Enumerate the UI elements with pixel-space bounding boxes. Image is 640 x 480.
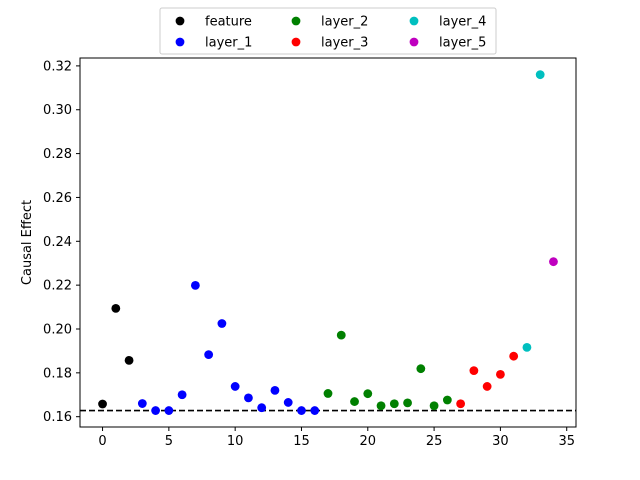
legend-item-feature: feature (175, 15, 252, 30)
point-layer_2-17 (323, 389, 333, 398)
y-tick-label: 0.16 (43, 410, 72, 425)
x-tick-label: 35 (558, 434, 575, 449)
point-layer_1-8 (204, 350, 214, 360)
x-tick-label: 15 (293, 434, 310, 449)
y-tick-label: 0.24 (43, 235, 72, 250)
legend-marker (409, 37, 419, 47)
point-layer_2-20 (363, 389, 373, 399)
legend-marker (409, 16, 419, 26)
point-layer_1-14 (283, 398, 293, 407)
point-layer_1-11 (244, 393, 253, 403)
plot-background (80, 58, 576, 427)
y-tick-label: 0.26 (43, 191, 72, 206)
point-layer_1-15 (297, 406, 306, 415)
point-layer_3-28 (469, 366, 479, 376)
point-layer_2-24 (416, 364, 426, 374)
legend: feature layer_1 layer_2 layer_3 layer_4layer… (159, 7, 497, 55)
point-layer_1-6 (177, 390, 187, 400)
y-axis-label: Causal Effect (20, 200, 35, 285)
x-tick-label: 5 (165, 434, 173, 449)
x-tick-label: 30 (492, 434, 509, 449)
point-layer_4-32 (522, 343, 532, 352)
x-tick-label: 0 (98, 434, 106, 449)
point-layer_3-31 (509, 351, 519, 361)
x-tick-label: 10 (227, 434, 244, 449)
legend-label: layer_3 (321, 36, 368, 51)
legend-label: layer_4 (439, 15, 486, 30)
point-feature-1 (111, 303, 121, 313)
point-feature-0 (98, 399, 107, 409)
point-layer_1-9 (217, 319, 227, 328)
point-layer_1-16 (310, 406, 320, 415)
point-layer_5-34 (549, 257, 558, 267)
point-layer_2-23 (403, 398, 412, 408)
point-layer_2-19 (350, 397, 359, 406)
point-layer_1-5 (164, 406, 174, 415)
y-axis: 0.16 0.18 0.20 0.22 0.24 0.26 0.28 0.30 0.32 (43, 59, 80, 425)
y-tick-label: 0.28 (43, 147, 72, 162)
legend-item-layer_5: layer_5 (409, 36, 486, 51)
plot-frame (79, 57, 577, 428)
point-layer_2-18 (336, 330, 346, 340)
point-layer_3-30 (496, 369, 505, 379)
legend-item-layer_4: layer_4 (409, 15, 486, 30)
y-tick-label: 0.20 (43, 322, 72, 337)
point-layer_3-27 (456, 399, 466, 409)
legend-label: layer_5 (439, 36, 486, 51)
y-tick-label: 0.22 (43, 279, 72, 294)
legend-item-layer_2: layer_2 (291, 15, 368, 30)
point-layer_1-4 (151, 406, 160, 415)
data-points-layer (98, 70, 558, 415)
legend-label: layer_1 (205, 36, 252, 51)
point-layer_1-12 (257, 403, 267, 413)
point-layer_2-22 (389, 399, 399, 409)
legend-item-layer_3: layer_3 (291, 36, 368, 51)
point-layer_1-10 (230, 382, 240, 391)
legend-marker (175, 16, 185, 26)
point-layer_2-25 (429, 401, 439, 411)
point-layer_1-13 (270, 385, 280, 395)
y-tick-label: 0.18 (43, 366, 72, 381)
legend-item-layer_1: layer_1 (175, 36, 252, 51)
x-tick-label: 20 (360, 434, 377, 449)
point-feature-2 (124, 355, 134, 365)
legend-label: layer_2 (321, 15, 368, 30)
point-layer_2-26 (442, 395, 452, 405)
point-layer_1-7 (190, 280, 200, 290)
point-layer_1-3 (137, 399, 147, 408)
y-tick-label: 0.32 (43, 59, 72, 74)
y-tick-label: 0.30 (43, 103, 72, 118)
legend-marker (291, 37, 301, 47)
x-tick-label: 25 (426, 434, 443, 449)
legend-marker (175, 37, 185, 47)
legend-marker (291, 16, 301, 26)
legend-label: feature (205, 15, 252, 30)
point-layer_2-21 (376, 401, 386, 411)
point-layer_3-29 (482, 382, 492, 391)
point-layer_4-33 (535, 70, 545, 80)
x-axis: 0 5 10 15 20 25 30 35 (98, 427, 575, 449)
